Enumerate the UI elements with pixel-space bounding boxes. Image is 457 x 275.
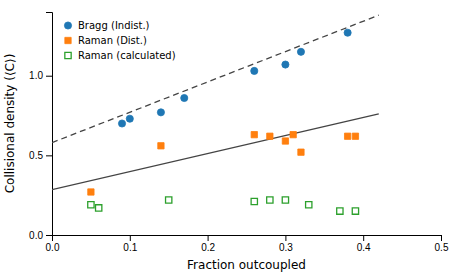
tick-mark [208, 235, 209, 241]
point [166, 197, 172, 203]
reference-line [52, 114, 379, 190]
point [158, 143, 164, 149]
plot: 0.0 0.1 0.2 0.3 0.4 0.5 0.0 0.5 1.0 Bragg (Indist… [29, 13, 449, 254]
tick-label: 0.3 [279, 242, 293, 253]
reference-line [52, 15, 379, 142]
point [282, 61, 289, 68]
tick: 0.5 [29, 150, 52, 161]
point [344, 133, 350, 139]
legend-swatch [64, 22, 71, 29]
marks [52, 15, 379, 214]
point [251, 131, 257, 137]
point [290, 131, 296, 137]
point [352, 133, 358, 139]
tick: 0.1 [123, 235, 137, 253]
tick-mark [363, 235, 364, 241]
tick: 0.2 [201, 235, 215, 253]
x-axis-title: Fraction outcoupled [187, 258, 306, 272]
point [267, 197, 273, 203]
point [251, 198, 257, 204]
point [251, 67, 258, 74]
legend-label: Raman (calculated) [78, 50, 176, 61]
point [352, 208, 358, 214]
point [118, 120, 125, 127]
point [88, 202, 94, 208]
tick: 0.3 [279, 235, 293, 253]
y-axis-line [46, 13, 53, 236]
point [344, 29, 351, 36]
legend: Bragg (Indist.) Raman (Dist.) Raman (calcu… [64, 20, 175, 61]
tick-mark [46, 76, 52, 77]
chart: 0.0 0.1 0.2 0.3 0.4 0.5 0.0 0.5 1.0 Bragg (Indist… [0, 0, 457, 275]
point [282, 138, 288, 144]
point [337, 208, 343, 214]
point [126, 115, 133, 122]
point [88, 189, 94, 195]
tick: 0.0 [46, 235, 60, 253]
tick-mark [285, 235, 286, 241]
point [298, 149, 304, 155]
point [297, 48, 304, 55]
legend-item: Bragg (Indist.) [64, 20, 149, 31]
tick: 0.4 [357, 235, 371, 253]
tick-label: 0.5 [29, 150, 43, 161]
tick-mark [46, 155, 52, 156]
tick: 1.0 [29, 70, 52, 81]
tick-label: 0.2 [201, 242, 215, 253]
legend-item: Raman (Dist.) [65, 35, 147, 46]
tick-mark [441, 235, 442, 241]
tick: 0.5 [435, 235, 449, 253]
legend-label: Bragg (Indist.) [78, 20, 150, 31]
y-axis-title: Collisional density (⟨C⟩) [3, 54, 17, 194]
x-axis: 0.0 0.1 0.2 0.3 0.4 0.5 [46, 235, 449, 253]
tick-label: 0.1 [123, 242, 137, 253]
point [96, 205, 102, 211]
tick-label: 0.5 [435, 242, 449, 253]
tick-mark [46, 235, 52, 236]
tick-label: 0.0 [46, 242, 60, 253]
x-axis-line [53, 236, 442, 242]
legend-item: Raman (calculated) [65, 50, 176, 61]
point [181, 94, 188, 101]
tick-label: 0.0 [29, 230, 43, 241]
y-axis: 0.0 0.5 1.0 [29, 13, 52, 241]
legend-label: Raman (Dist.) [78, 35, 147, 46]
legend-swatch [65, 37, 71, 43]
legend-swatch [65, 52, 71, 58]
tick-label: 0.4 [357, 242, 371, 253]
tick: 0.0 [29, 230, 52, 241]
point [267, 133, 273, 139]
tick-mark [130, 235, 131, 241]
point [157, 109, 164, 116]
point [282, 197, 288, 203]
tick-label: 1.0 [29, 70, 43, 81]
point [306, 202, 312, 208]
